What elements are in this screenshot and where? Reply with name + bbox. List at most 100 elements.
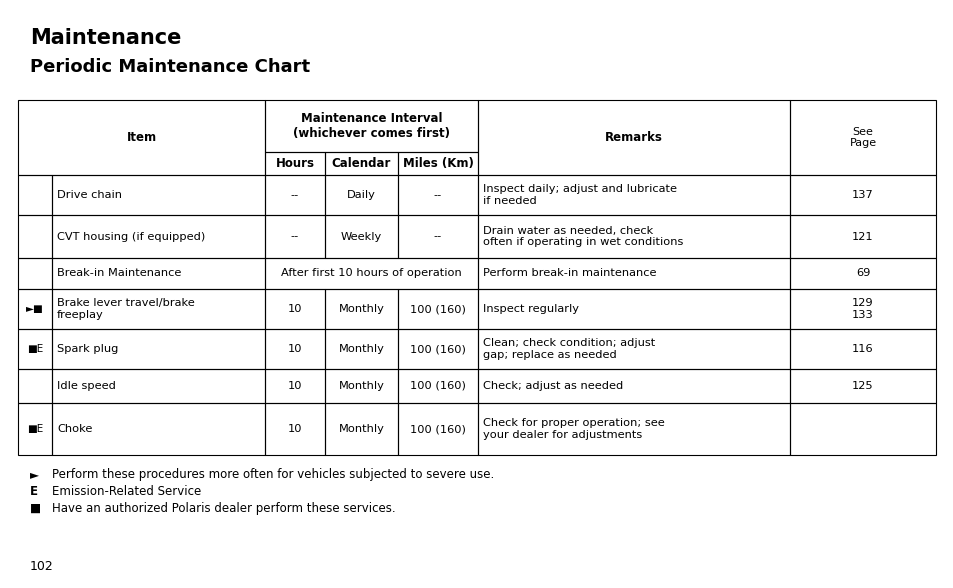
Bar [52,289,265,329]
Text: Remarks: Remarks [604,131,662,144]
Text: --: -- [291,232,299,242]
Text: ■: ■ [30,502,41,515]
Text: Clean; check condition; adjust
gap; replace as needed: Clean; check condition; adjust gap; repl… [482,338,655,360]
Bar [397,369,477,403]
Text: 69: 69 [855,269,869,279]
Bar [397,152,477,175]
Text: Weekly: Weekly [340,232,382,242]
Bar [477,175,789,215]
Text: Break-in Maintenance: Break-in Maintenance [57,269,181,279]
Bar [18,289,52,329]
Text: 10: 10 [288,304,302,314]
Text: Hours: Hours [275,157,314,170]
Text: Check; adjust as needed: Check; adjust as needed [482,381,622,391]
Bar [325,289,397,329]
Text: Miles (Km): Miles (Km) [402,157,473,170]
Bar [18,175,52,215]
Bar [397,329,477,369]
Text: --: -- [434,190,441,200]
Text: Monthly: Monthly [338,424,384,434]
Text: Inspect regularly: Inspect regularly [482,304,578,314]
Text: 10: 10 [288,424,302,434]
Bar [789,215,935,258]
Bar [265,289,325,329]
Text: --: -- [291,190,299,200]
Text: Drain water as needed, check
often if operating in wet conditions: Drain water as needed, check often if op… [482,226,682,248]
Text: Check for proper operation; see
your dealer for adjustments: Check for proper operation; see your dea… [482,418,664,440]
Text: 129
133: 129 133 [851,298,873,320]
Bar [18,215,52,258]
Bar [789,403,935,455]
Text: Monthly: Monthly [338,381,384,391]
Text: Spark plug: Spark plug [57,344,118,354]
Bar [325,152,397,175]
Bar [397,175,477,215]
Bar [18,403,52,455]
Text: Perform these procedures more often for vehicles subjected to severe use.: Perform these procedures more often for … [52,468,494,481]
Text: Emission-Related Service: Emission-Related Service [52,485,201,498]
Text: Maintenance: Maintenance [30,28,181,48]
Bar [265,403,325,455]
Text: Monthly: Monthly [338,344,384,354]
Bar [52,403,265,455]
Bar [18,258,52,289]
Bar [789,289,935,329]
Text: 100 (160): 100 (160) [410,344,465,354]
Bar [18,329,52,369]
Text: Item: Item [127,131,156,144]
Text: 10: 10 [288,381,302,391]
Text: See
Page: See Page [848,126,876,148]
Text: After first 10 hours of operation: After first 10 hours of operation [281,269,461,279]
Bar [477,329,789,369]
Bar [265,369,325,403]
Text: Periodic Maintenance Chart: Periodic Maintenance Chart [30,58,310,76]
Bar [265,175,325,215]
Text: Perform break-in maintenance: Perform break-in maintenance [482,269,656,279]
Bar [18,100,265,175]
Text: ►■: ►■ [26,304,44,314]
Bar [477,369,789,403]
Bar [477,100,789,175]
Text: Brake lever travel/brake
freeplay: Brake lever travel/brake freeplay [57,298,194,320]
Bar [265,100,477,152]
Text: 100 (160): 100 (160) [410,381,465,391]
Bar [52,175,265,215]
Bar [397,215,477,258]
Text: Have an authorized Polaris dealer perform these services.: Have an authorized Polaris dealer perfor… [52,502,395,515]
Bar [18,369,52,403]
Text: 100 (160): 100 (160) [410,424,465,434]
Text: 100 (160): 100 (160) [410,304,465,314]
Bar [477,258,789,289]
Text: Maintenance Interval
(whichever comes first): Maintenance Interval (whichever comes fi… [293,112,450,140]
Text: Drive chain: Drive chain [57,190,122,200]
Bar [325,329,397,369]
Bar [52,329,265,369]
Bar [325,215,397,258]
Bar [52,258,265,289]
Bar [477,289,789,329]
Text: 10: 10 [288,344,302,354]
Bar [789,100,935,175]
Text: Idle speed: Idle speed [57,381,115,391]
Text: 121: 121 [851,232,873,242]
Bar [789,329,935,369]
Bar [265,258,477,289]
Bar [265,329,325,369]
Bar [325,403,397,455]
Text: 116: 116 [851,344,873,354]
Bar [477,215,789,258]
Text: ■E: ■E [27,424,43,434]
Text: Inspect daily; adjust and lubricate
if needed: Inspect daily; adjust and lubricate if n… [482,184,677,206]
Bar [325,175,397,215]
Bar [789,175,935,215]
Text: --: -- [434,232,441,242]
Text: 125: 125 [851,381,873,391]
Text: Daily: Daily [347,190,375,200]
Text: CVT housing (if equipped): CVT housing (if equipped) [57,232,205,242]
Bar [265,215,325,258]
Bar [477,403,789,455]
Bar [789,369,935,403]
Text: 102: 102 [30,560,53,573]
Text: Calendar: Calendar [332,157,391,170]
Bar [52,369,265,403]
